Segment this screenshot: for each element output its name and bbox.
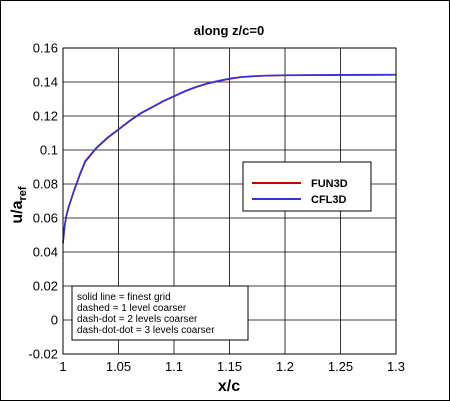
x-tick-label: 1.05 [106,359,131,374]
y-tick-label: 0.12 [33,109,58,124]
y-tick-label: 0.14 [33,75,58,90]
legend-label-fun3d: FUN3D [311,178,348,190]
x-axis-label: x/c [218,378,240,395]
legend-label-cfl3d: CFL3D [311,194,347,206]
series-line-cfl3d [62,73,397,242]
y-tick-label: 0.08 [33,177,58,192]
y-tick-labels: -0.02 0 0.02 0.04 0.06 0.08 0.1 0.12 0.14 0.16 [28,41,58,362]
y-tick-label: 0 [51,313,58,328]
y-axis-label-group: u/aref [9,186,29,224]
legend-box [242,161,372,212]
note-line-2: dashed = 1 level coarser [77,303,187,314]
y-axis-label-subscript: ref [17,186,29,200]
y-tick-label: 0.16 [33,41,58,56]
x-tick-label: 1.25 [328,359,353,374]
note-line-1: solid line = finest grid [77,292,171,303]
x-tick-label: 1.3 [387,359,405,374]
x-tick-label: 1.15 [217,359,242,374]
note-line-4: dash-dot-dot = 3 levels coarser [77,325,215,336]
y-tick-label: 0.06 [33,211,58,226]
y-tick-label: -0.02 [28,347,58,362]
y-tick-label: 0.04 [33,245,58,260]
chart-title: along z/c=0 [194,23,264,38]
y-tick-label: 0.1 [40,143,58,158]
plot-area-border [62,47,397,355]
svg-text:u/aref: u/aref [9,186,29,224]
note-box-border [71,285,249,341]
y-tick-label: 0.02 [33,279,58,294]
note-line-3: dash-dot = 2 levels coarser [77,314,198,325]
legend: FUN3D CFL3D [242,161,372,212]
x-tick-labels: 1 1.05 1.1 1.15 1.2 1.25 1.3 [59,359,405,374]
note-box: solid line = finest grid dashed = 1 leve… [71,285,249,341]
x-tick-label: 1.1 [165,359,183,374]
x-tick-label: 1 [59,359,66,374]
x-tick-label: 1.2 [276,359,294,374]
series-lines [62,73,397,244]
y-axis-label: u/a [9,200,26,223]
